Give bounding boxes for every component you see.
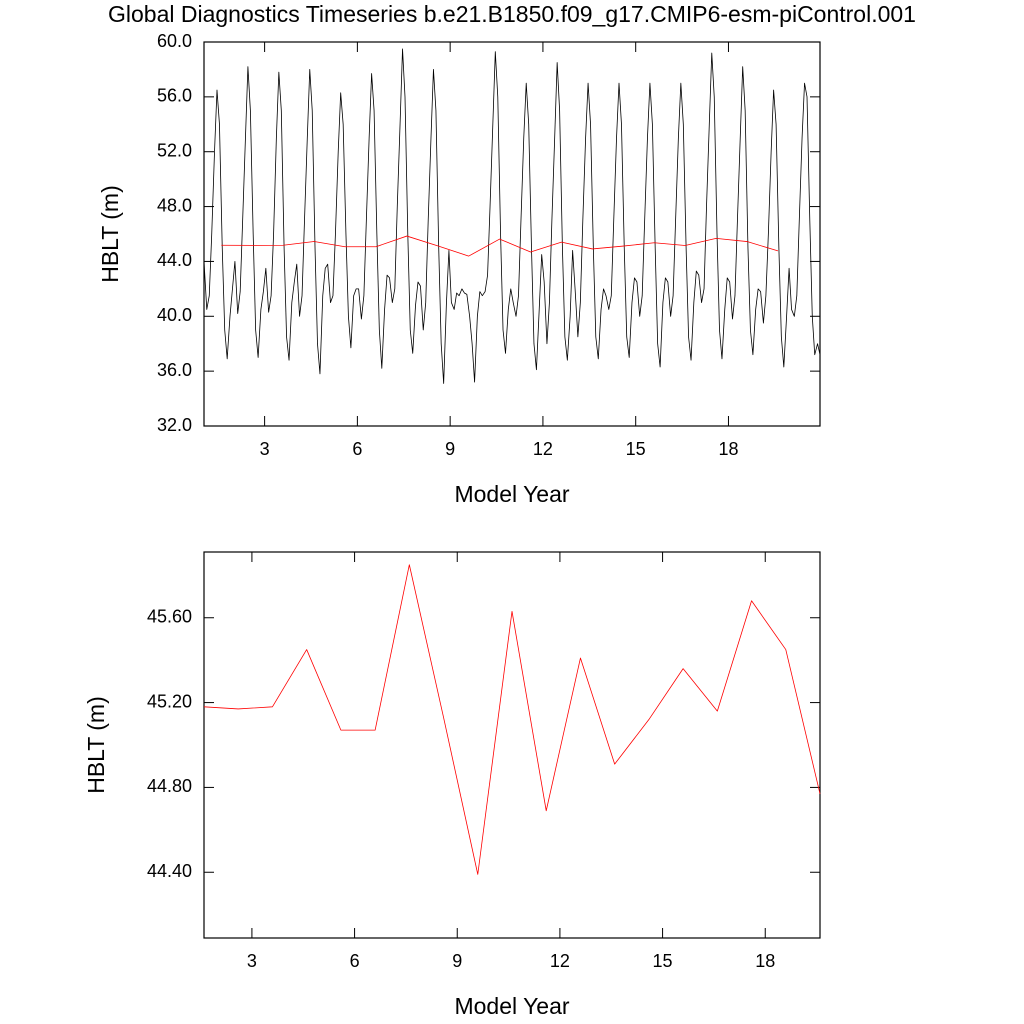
x-tick-label: 3	[247, 951, 257, 971]
data-line	[221, 235, 779, 257]
x-tick-label: 6	[352, 439, 362, 459]
y-tick-label: 48.0	[157, 195, 192, 215]
x-tick-label: 18	[755, 951, 775, 971]
x-axis-label: Model Year	[454, 481, 569, 507]
plot-frame	[203, 41, 821, 427]
x-tick-label: 3	[260, 439, 270, 459]
y-tick-label: 44.80	[147, 776, 192, 796]
y-axis-label: HBLT (m)	[97, 185, 123, 283]
x-tick-label: 12	[533, 439, 553, 459]
plot-frame	[203, 551, 821, 939]
x-tick-label: 15	[626, 439, 646, 459]
y-tick-label: 44.0	[157, 250, 192, 270]
chart-title: Global Diagnostics Timeseries b.e21.B185…	[108, 1, 916, 27]
y-tick-label: 45.60	[147, 606, 192, 626]
x-tick-label: 18	[718, 439, 738, 459]
y-tick-label: 45.20	[147, 691, 192, 711]
x-axis-label: Model Year	[454, 993, 569, 1019]
y-tick-label: 36.0	[157, 360, 192, 380]
x-tick-label: 9	[445, 439, 455, 459]
y-axis-label: HBLT (m)	[83, 696, 109, 794]
y-tick-label: 44.40	[147, 861, 192, 881]
x-tick-label: 15	[653, 951, 673, 971]
y-tick-label: 40.0	[157, 305, 192, 325]
y-tick-label: 32.0	[157, 415, 192, 435]
data-line	[203, 564, 821, 875]
x-tick-label: 9	[452, 951, 462, 971]
x-tick-label: 6	[350, 951, 360, 971]
y-tick-label: 56.0	[157, 86, 192, 106]
y-tick-label: 52.0	[157, 140, 192, 160]
x-tick-label: 12	[550, 951, 570, 971]
y-tick-label: 60.0	[157, 31, 192, 51]
data-line	[203, 48, 821, 384]
